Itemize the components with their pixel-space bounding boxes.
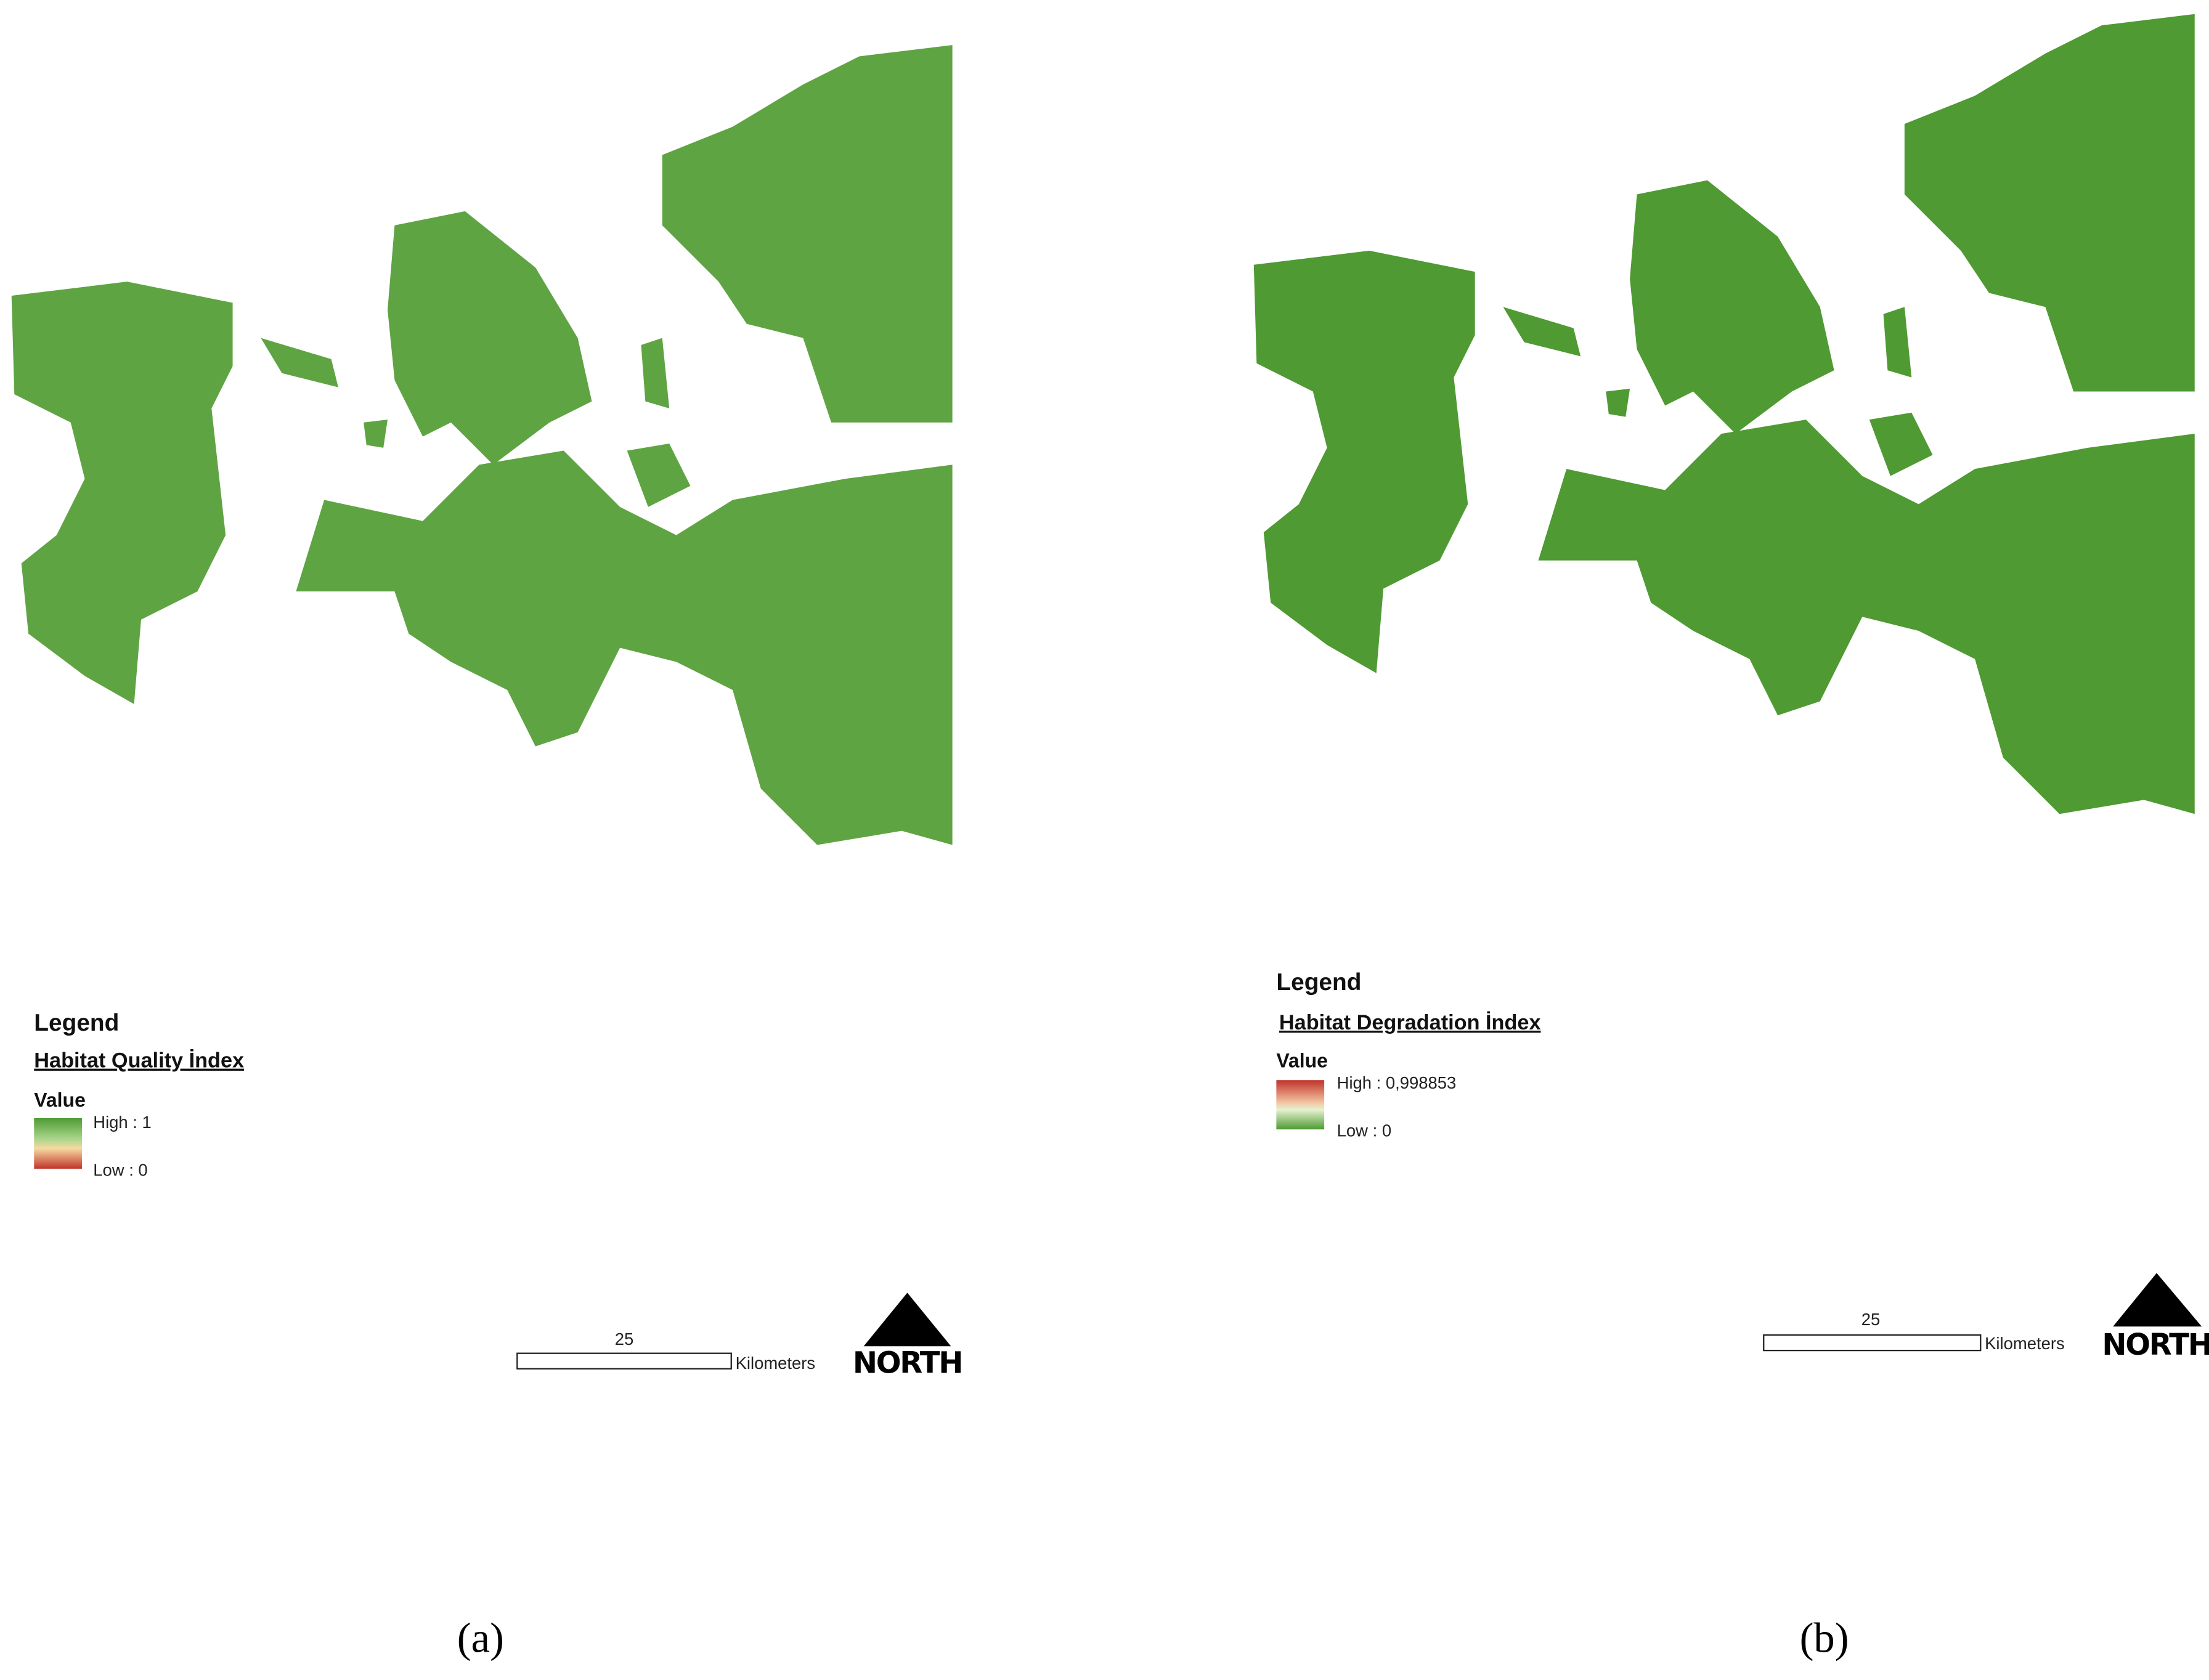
map-a [11,45,953,845]
legend-ramp [1276,1080,1325,1130]
legend-index: Habitat Quality İndex [34,1049,244,1073]
land [11,45,953,845]
north-label: NORTH [2102,1328,2209,1362]
panel-caption: (b) [1800,1614,1849,1661]
scale-unit: Kilometers [1985,1334,2065,1353]
legend-ramp [34,1118,82,1169]
map-b [1253,14,2195,814]
north-label: NORTH [853,1346,962,1381]
panel-caption: (a) [457,1614,504,1661]
legend-title: Legend [34,1010,119,1036]
legend-title: Legend [1276,969,1361,996]
north-arrow [2113,1273,2202,1327]
scale-bar [1763,1334,1982,1352]
legend-value-heading: Value [34,1089,86,1111]
scale-distance: 25 [1861,1310,1881,1329]
legend-value-heading: Value [1276,1050,1328,1072]
legend-high: High : 1 [93,1113,152,1132]
scale-bar [516,1352,732,1370]
scale-unit: Kilometers [736,1353,816,1373]
legend-high: High : 0,998853 [1337,1073,1457,1092]
legend-low: Low : 0 [93,1161,147,1180]
land [1253,14,2195,814]
scale-distance: 25 [615,1329,634,1349]
north-arrow [863,1292,951,1347]
legend-index: Habitat Degradation İndex [1279,1011,1541,1034]
legend-low: Low : 0 [1337,1121,1391,1140]
